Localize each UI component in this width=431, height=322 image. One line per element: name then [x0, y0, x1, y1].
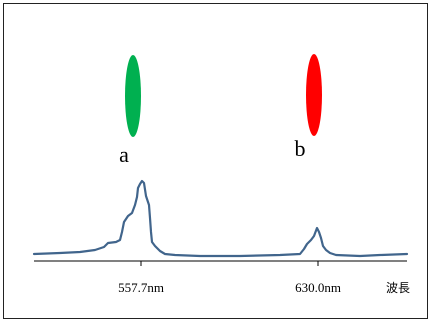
emission-line-b — [306, 54, 322, 136]
axis-title-wavelength: 波長 — [386, 281, 410, 295]
figure-frame — [3, 3, 428, 319]
emission-line-a — [125, 55, 141, 137]
tick-label-630: 630.0nm — [295, 280, 341, 295]
line-a-label: a — [119, 142, 129, 167]
spectrum-curve — [32, 179, 409, 258]
line-b-label: b — [295, 136, 306, 161]
tick-label-557: 557.7nm — [118, 280, 164, 295]
